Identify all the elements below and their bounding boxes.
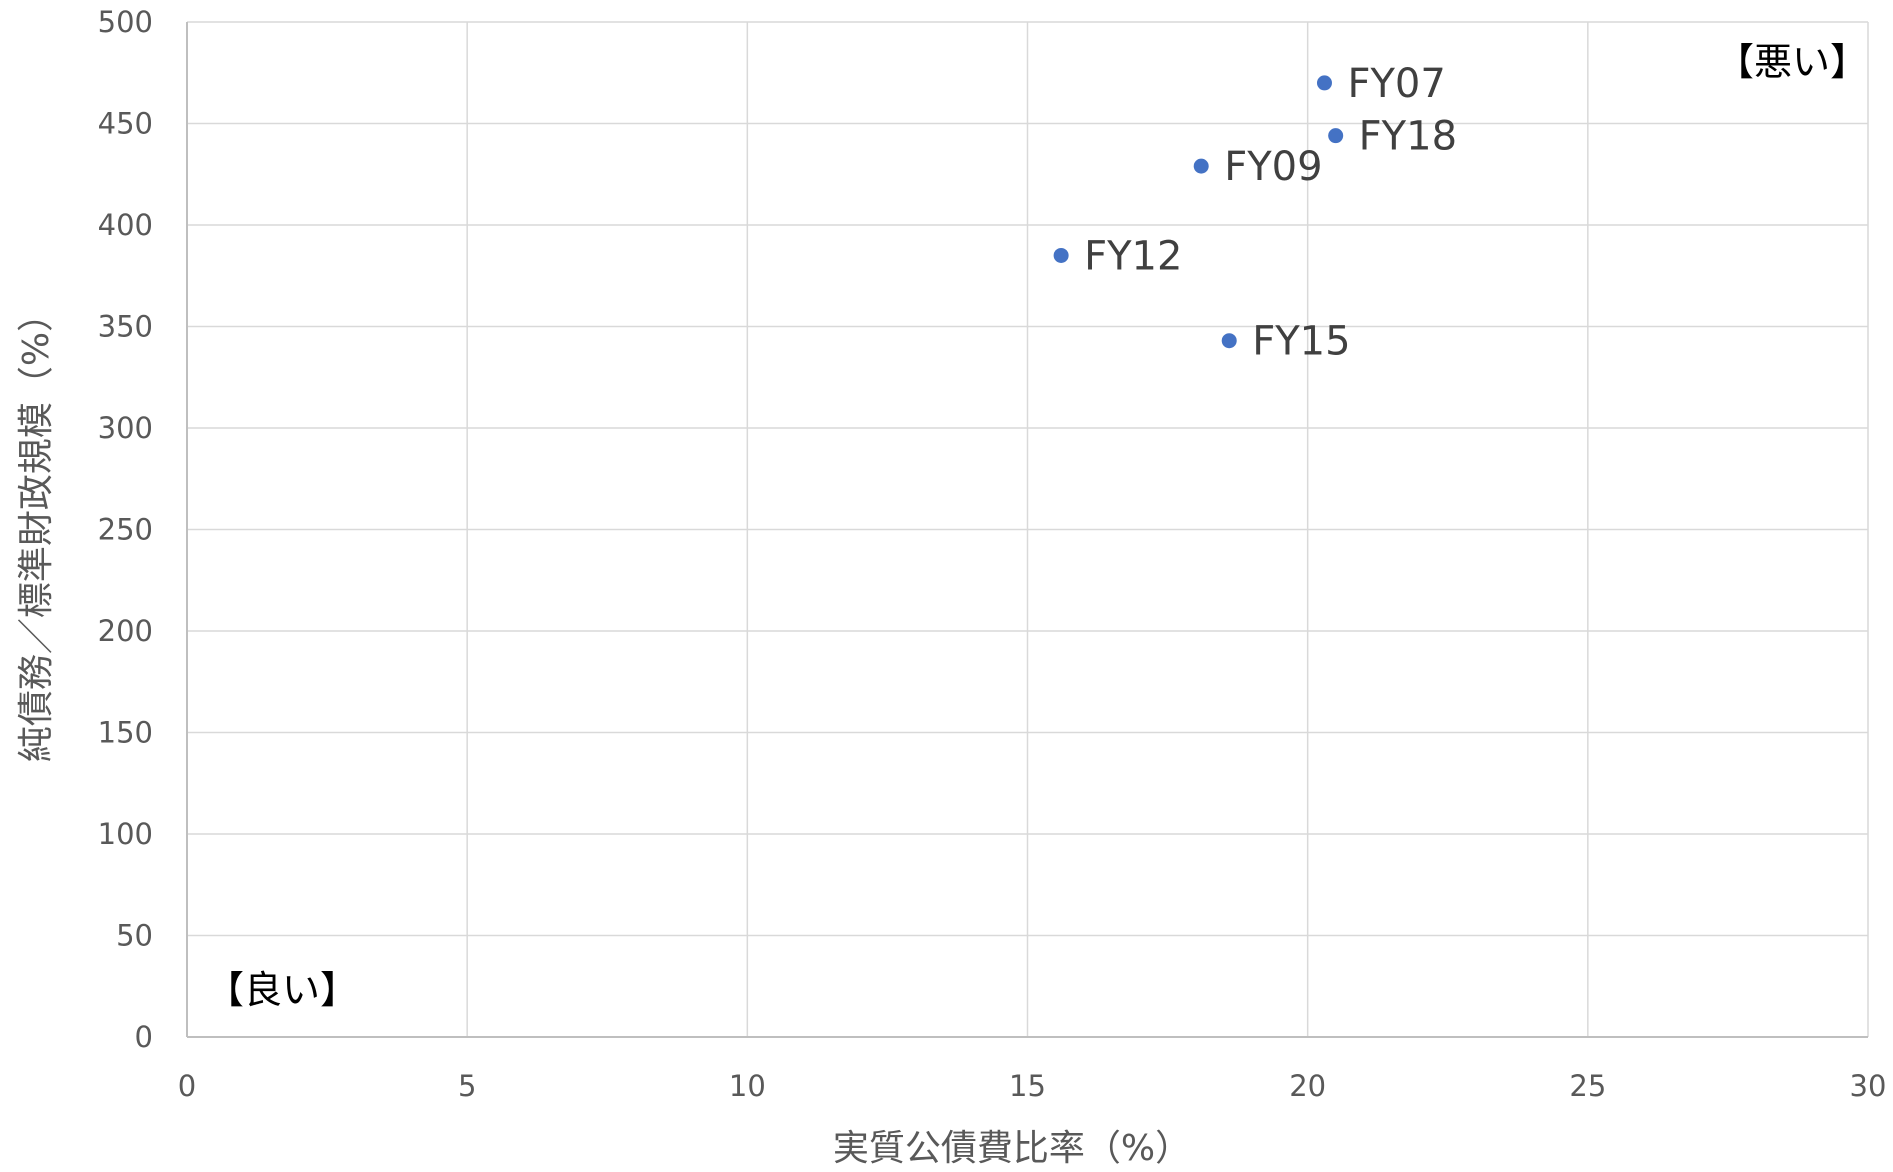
annotation-good: 【良い】 [206,968,358,1012]
data-label-fy12: FY12 [1084,233,1182,279]
y-tick-label: 250 [98,513,153,547]
x-tick-label: 20 [1289,1069,1326,1103]
grid-lines [186,21,1869,1038]
y-tick-label: 350 [98,310,153,344]
x-tick-label: 25 [1569,1069,1606,1103]
data-label-fy07: FY07 [1347,61,1445,107]
data-point-fy15 [1221,333,1237,349]
y-tick-label: 100 [98,817,153,851]
x-tick-label: 10 [729,1069,766,1103]
y-tick-label: 450 [98,107,153,141]
data-point-fy12 [1053,247,1069,263]
x-tick-label: 30 [1850,1069,1887,1103]
y-tick-label: 500 [98,5,153,39]
tick-labels: 0 50 100 150 200 250 300 350 400 450 500 0 5 10 15 20 25… [98,5,1887,1103]
data-point-fy09 [1193,158,1209,174]
data-point-fy18 [1328,128,1344,144]
y-tick-label: 150 [98,716,153,750]
data-point-fy07 [1316,75,1332,91]
y-axis-title: 純債務／標準財政規模（%） [16,296,57,762]
y-tick-label: 200 [98,614,153,648]
x-axis-title: 実質公債費比率（%） [833,1128,1191,1169]
data-points: FY07 FY18 FY09 FY12 FY15 [1053,61,1457,365]
annotation-bad: 【悪い】 [1716,40,1868,84]
data-label-fy18: FY18 [1359,114,1457,160]
x-tick-label: 5 [458,1069,476,1103]
data-label-fy09: FY09 [1224,144,1322,190]
x-tick-label: 0 [178,1069,196,1103]
y-tick-label: 300 [98,411,153,445]
y-tick-label: 50 [116,919,153,953]
y-tick-label: 0 [135,1020,153,1054]
data-label-fy15: FY15 [1252,319,1350,365]
y-tick-label: 400 [98,208,153,242]
x-tick-label: 15 [1009,1069,1046,1103]
